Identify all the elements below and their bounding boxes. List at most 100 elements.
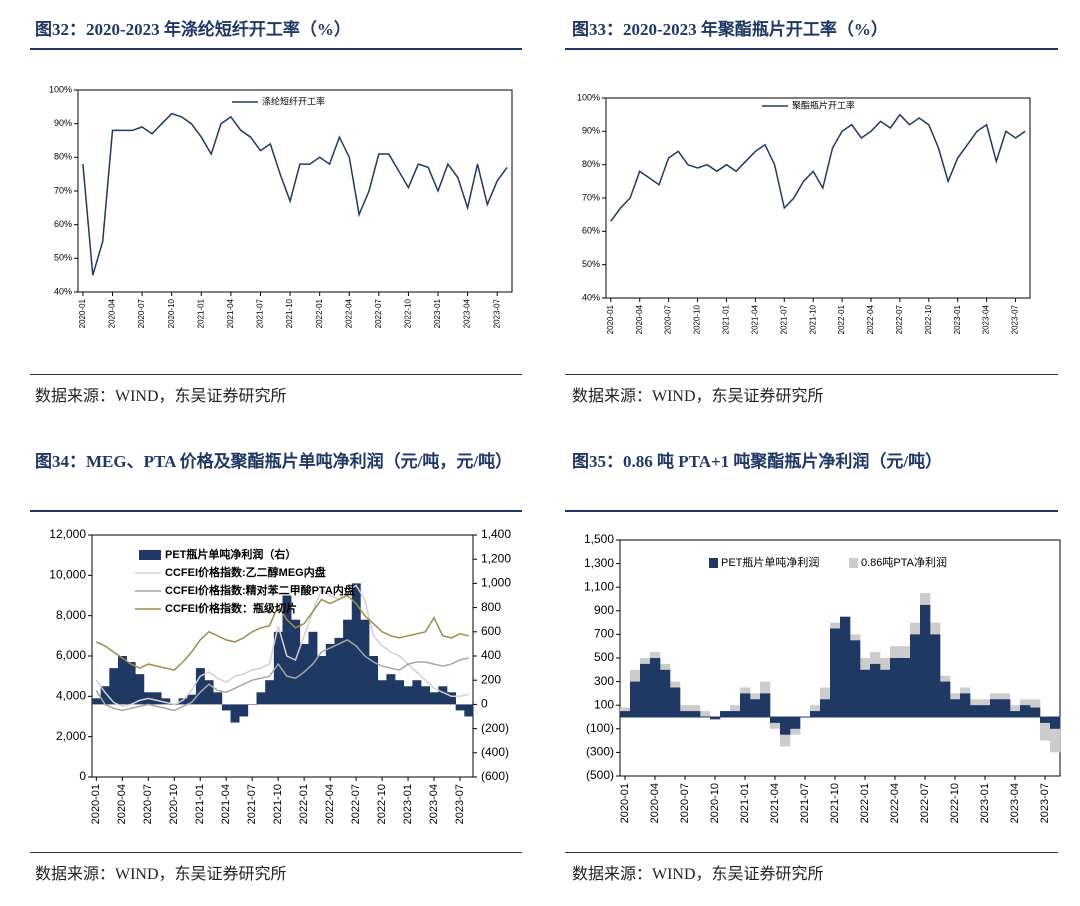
y-tick-label: 90%	[54, 118, 72, 128]
x-tick-label: 2020-04	[635, 304, 644, 334]
line-series	[95, 584, 469, 708]
x-tick-label: 2022-10	[924, 304, 933, 334]
rule	[565, 48, 1058, 50]
bar	[195, 668, 205, 705]
y-tick-label: 40%	[54, 286, 72, 296]
x-tick-label: 2023-04	[1009, 783, 1021, 823]
y-tick-label: 12,000	[49, 527, 86, 541]
x-tick-label: 2020-07	[664, 304, 673, 334]
bar	[990, 699, 1001, 717]
y-tick-label: 6,000	[56, 648, 86, 662]
x-tick-label: 2021-10	[829, 783, 841, 823]
x-tick-label: 2020-07	[679, 783, 691, 823]
bar	[100, 686, 110, 705]
line-series	[610, 113, 1026, 222]
y-tick-label: 90%	[582, 126, 600, 136]
x-tick-label: 2020-01	[90, 784, 102, 824]
y-tick-label: 60%	[582, 226, 600, 236]
y-tick-label: 2,000	[56, 729, 86, 743]
bar	[710, 717, 721, 720]
legend-label: 0.86吨PTA净利润	[861, 555, 947, 569]
bar	[282, 595, 292, 705]
bar	[455, 704, 465, 711]
legend-swatch	[709, 558, 718, 568]
bar	[299, 643, 309, 705]
x-tick-label: 2023-01	[953, 304, 962, 334]
x-tick-label: 2021-04	[769, 783, 781, 823]
bar	[780, 717, 791, 735]
bar	[880, 669, 891, 717]
bar	[109, 668, 119, 705]
x-tick-label: 2020-01	[606, 304, 615, 334]
line-series	[95, 594, 469, 671]
source: 数据来源：WIND，东吴证券研究所	[35, 866, 287, 883]
x-tick-label: 2020-10	[167, 298, 176, 328]
x-tick-label: 2020-07	[142, 784, 154, 824]
bar	[377, 680, 387, 705]
x-tick-label: 2022-10	[376, 784, 388, 824]
bar	[950, 699, 961, 717]
x-tick-label: 2023-07	[1011, 304, 1020, 334]
x-tick-label: 2021-01	[194, 784, 206, 824]
x-tick-label: 2023-01	[402, 784, 414, 824]
x-tick-label: 2022-07	[374, 298, 383, 328]
y-tick-label: 100%	[49, 84, 72, 94]
x-tick-label: 2023-07	[492, 298, 501, 328]
y2-tick-label: (200)	[481, 721, 509, 735]
x-tick-label: 2021-07	[246, 784, 258, 824]
bar	[317, 656, 327, 705]
bar	[464, 704, 474, 717]
y-tick-label: 700	[594, 627, 614, 641]
y-tick-label: 80%	[54, 152, 72, 162]
y-tick-label: 60%	[54, 219, 72, 229]
x-tick-label: 2022-04	[866, 304, 875, 334]
x-tick-label: 2022-10	[404, 298, 413, 328]
legend-label: CCFEI价格指数:精对苯二甲酸PTA内盘	[165, 583, 355, 597]
bar	[412, 680, 422, 705]
y-tick-label: 100%	[577, 92, 600, 102]
x-tick-label: 2020-01	[78, 298, 87, 328]
bar	[135, 674, 145, 705]
bar	[429, 692, 439, 705]
y-tick-label: (500)	[586, 768, 614, 782]
x-tick-label: 2022-01	[837, 304, 846, 334]
legend-label: CCFEI价格指数:乙二醇MEG内盘	[165, 565, 326, 579]
x-tick-label: 2023-04	[463, 298, 472, 328]
x-tick-label: 2021-07	[799, 783, 811, 823]
x-tick-label: 2022-04	[344, 298, 353, 328]
x-tick-label: 2020-10	[693, 304, 702, 334]
figure-title: 图35：0.86 吨 PTA+1 吨聚酯瓶片净利润（元/吨）	[572, 452, 943, 471]
bar	[117, 656, 127, 705]
bar	[740, 693, 751, 717]
x-tick-label: 2022-01	[298, 784, 310, 824]
legend-label: PET瓶片单吨净利润（右）	[165, 547, 296, 561]
bar	[213, 692, 223, 705]
y-tick-label: 70%	[582, 192, 600, 202]
bar	[291, 619, 301, 705]
y-tick-label: 70%	[54, 185, 72, 195]
bar	[830, 628, 841, 717]
bar	[930, 634, 941, 717]
rule	[30, 852, 522, 853]
bar	[360, 619, 370, 705]
y2-tick-label: 1,400	[481, 527, 511, 541]
bar	[750, 699, 761, 717]
y2-tick-label: 400	[481, 648, 501, 662]
rule	[30, 48, 522, 50]
bar	[403, 686, 413, 705]
bar	[860, 669, 871, 717]
bar	[640, 663, 651, 717]
bar	[1050, 717, 1061, 729]
x-tick-label: 2021-10	[272, 784, 284, 824]
rule	[565, 510, 1058, 512]
bar	[680, 711, 691, 717]
bar	[334, 637, 344, 705]
bar	[650, 658, 661, 717]
bar	[239, 704, 249, 717]
bar	[630, 681, 641, 717]
bar	[940, 681, 951, 717]
bar	[700, 711, 711, 717]
y-tick-label: 1,100	[584, 579, 614, 593]
y-tick-label: 8,000	[56, 608, 86, 622]
